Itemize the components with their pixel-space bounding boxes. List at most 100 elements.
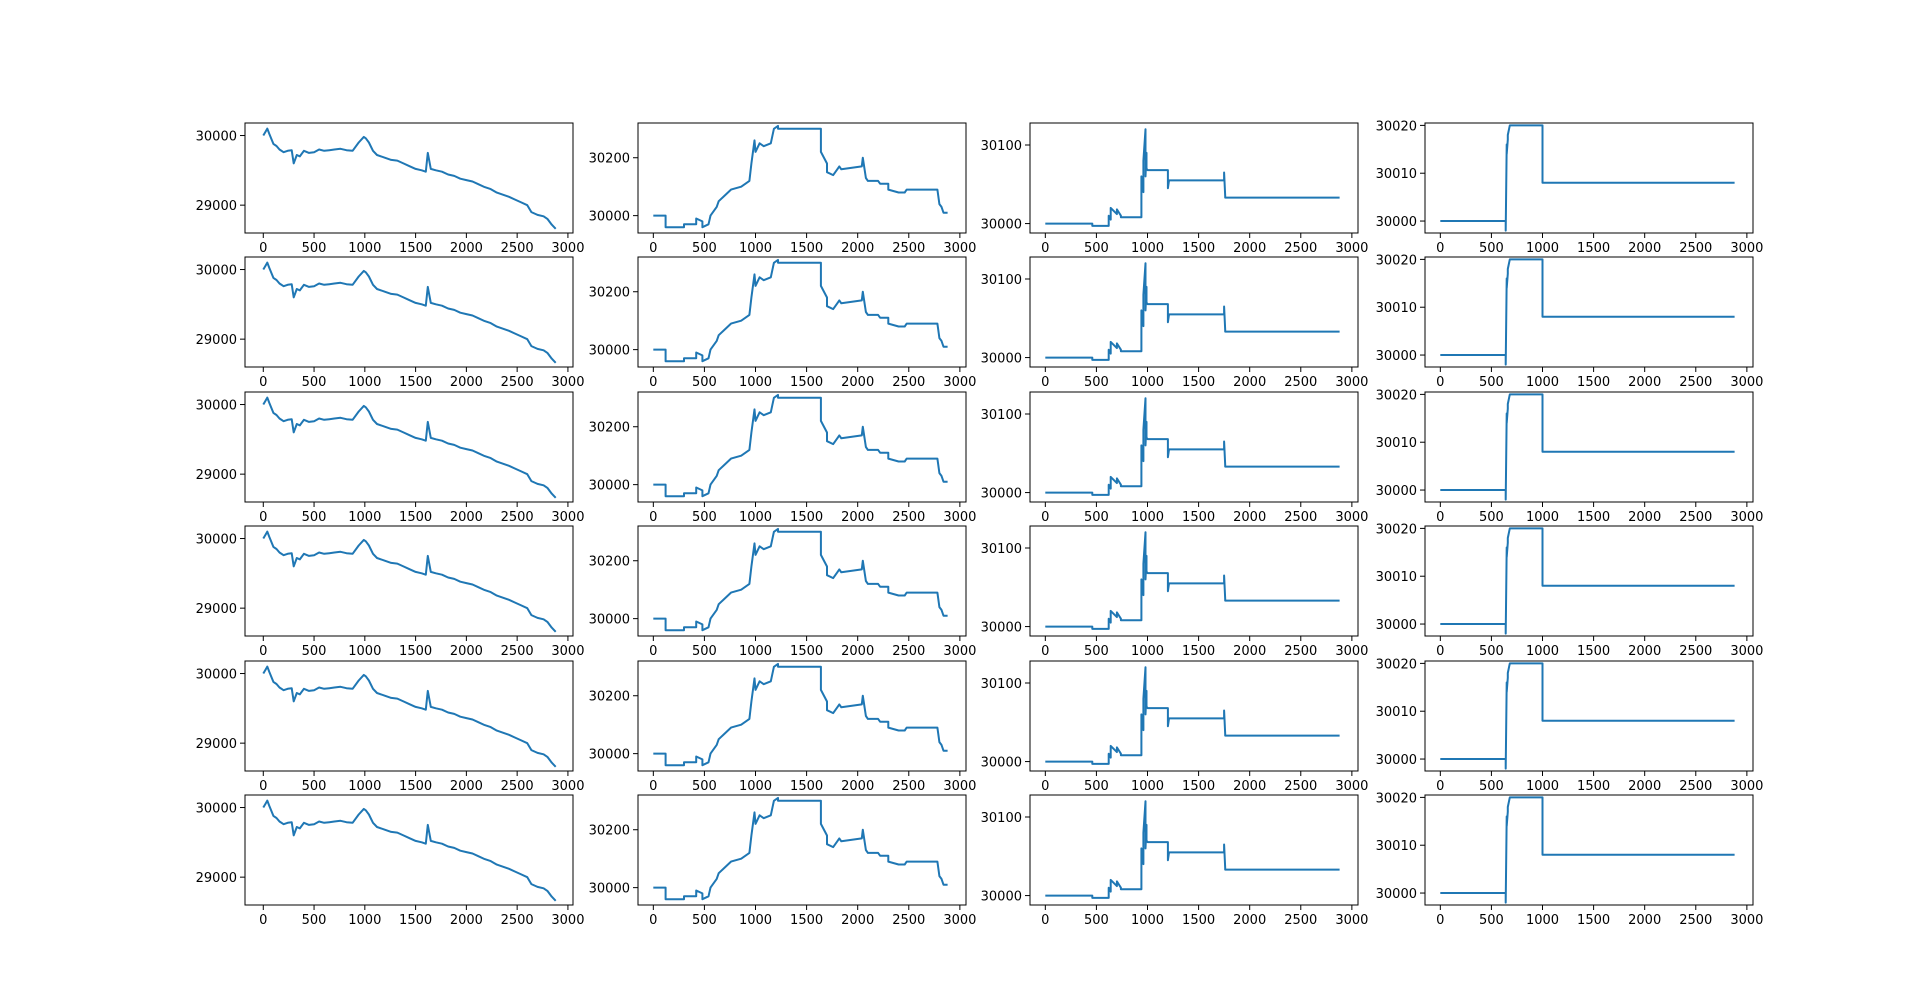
y-tick-label: 30100 [981, 273, 1022, 288]
subplot-r6-c3: 0 500 1000 1500 2000 2500 3000 30000 30100 [981, 794, 1368, 928]
x-tick-label: 1500 [399, 241, 432, 256]
series-line [1045, 666, 1340, 765]
x-tick-label: 2500 [892, 510, 925, 525]
x-tick-label: 2000 [1628, 241, 1661, 256]
x-tick-label: 1000 [739, 779, 772, 794]
x-tick-label: 0 [259, 241, 267, 256]
y-tick-label: 30000 [196, 130, 237, 145]
subplot-r2-c2: 0 500 1000 1500 2000 2500 3000 30000 30200 [589, 256, 976, 390]
y-tick-label: 30000 [589, 882, 630, 897]
subplot-r1-c3: 0 500 1000 1500 2000 2500 3000 30000 30100 [981, 122, 1368, 256]
subplot-r4-c4: 0 500 1000 1500 2000 2500 3000 30000 30010 30020 [1376, 522, 1764, 659]
x-tick-label: 3000 [1730, 779, 1763, 794]
x-tick-label: 2000 [1628, 913, 1661, 928]
x-tick-label: 3000 [1730, 375, 1763, 390]
x-tick-label: 2000 [841, 510, 874, 525]
x-tick-label: 2000 [450, 644, 483, 659]
x-tick-label: 3000 [1335, 510, 1368, 525]
x-tick-label: 0 [1041, 779, 1049, 794]
x-tick-label: 3000 [1335, 241, 1368, 256]
x-tick-label: 2000 [450, 779, 483, 794]
series-line [262, 799, 557, 902]
series-line [262, 396, 557, 499]
x-tick-label: 3000 [1335, 375, 1368, 390]
x-tick-label: 1000 [1131, 913, 1164, 928]
series-line [653, 393, 948, 498]
y-tick-label: 30020 [1376, 657, 1417, 672]
x-tick-label: 1000 [1526, 241, 1559, 256]
series-line [1045, 128, 1340, 227]
x-tick-label: 2000 [1233, 779, 1266, 794]
x-tick-label: 3000 [943, 779, 976, 794]
x-tick-label: 500 [1479, 375, 1504, 390]
subplot-r3-c4: 0 500 1000 1500 2000 2500 3000 30000 30010 30020 [1376, 388, 1764, 525]
axes-frame [1424, 391, 1754, 503]
axes-frame [244, 525, 574, 637]
y-tick-label: 30100 [981, 677, 1022, 692]
x-tick-label: 2500 [1679, 644, 1712, 659]
x-tick-label: 500 [1479, 510, 1504, 525]
subplot-r4-c1: 0 500 1000 1500 2000 2500 3000 29000 30000 [196, 525, 584, 659]
subplot-r5-c3: 0 500 1000 1500 2000 2500 3000 30000 30100 [981, 660, 1368, 794]
x-tick-label: 1000 [1131, 375, 1164, 390]
y-tick-label: 30000 [1376, 887, 1417, 902]
x-tick-label: 3000 [1730, 510, 1763, 525]
x-tick-label: 2500 [892, 644, 925, 659]
y-tick-label: 30000 [981, 487, 1022, 502]
x-tick-label: 2500 [1679, 913, 1712, 928]
y-tick-label: 30000 [1376, 215, 1417, 230]
y-tick-label: 29000 [196, 199, 237, 214]
x-tick-label: 1500 [1577, 375, 1610, 390]
subplot-r6-c4: 0 500 1000 1500 2000 2500 3000 30000 30010 30020 [1376, 791, 1764, 928]
subplot-r3-c1: 0 500 1000 1500 2000 2500 3000 29000 30000 [196, 391, 584, 525]
series-line [1045, 531, 1340, 630]
subplot-r5-c1: 0 500 1000 1500 2000 2500 3000 29000 30000 [196, 660, 584, 794]
y-tick-label: 30200 [589, 286, 630, 301]
y-tick-label: 29000 [196, 602, 237, 617]
x-tick-label: 1000 [348, 779, 381, 794]
x-tick-label: 2000 [1628, 510, 1661, 525]
x-tick-label: 3000 [551, 779, 584, 794]
x-tick-label: 1000 [739, 913, 772, 928]
axes-frame [637, 525, 967, 637]
x-tick-label: 2500 [892, 375, 925, 390]
x-tick-label: 1500 [790, 510, 823, 525]
x-tick-label: 2000 [450, 375, 483, 390]
axes-frame [1424, 660, 1754, 772]
x-tick-label: 1000 [348, 241, 381, 256]
subplot-r1-c2: 0 500 1000 1500 2000 2500 3000 30000 30200 [589, 122, 976, 256]
x-tick-label: 500 [302, 779, 327, 794]
x-tick-label: 0 [649, 913, 657, 928]
y-tick-label: 30100 [981, 408, 1022, 423]
series-line [1045, 800, 1340, 899]
x-tick-label: 1000 [739, 375, 772, 390]
x-tick-label: 500 [692, 779, 717, 794]
y-tick-label: 30000 [1376, 618, 1417, 633]
x-tick-label: 500 [692, 913, 717, 928]
x-tick-label: 500 [1479, 913, 1504, 928]
x-tick-label: 0 [1436, 510, 1444, 525]
x-tick-label: 3000 [1730, 644, 1763, 659]
axes-frame [1029, 660, 1359, 772]
x-tick-label: 500 [1084, 644, 1109, 659]
x-tick-label: 1500 [790, 241, 823, 256]
series-line [1440, 662, 1735, 770]
x-tick-label: 2000 [1233, 913, 1266, 928]
y-tick-label: 30000 [981, 890, 1022, 905]
x-tick-label: 2500 [892, 241, 925, 256]
x-tick-label: 2500 [1679, 510, 1712, 525]
y-tick-label: 30000 [196, 399, 237, 414]
y-tick-label: 30100 [981, 811, 1022, 826]
x-tick-label: 2500 [1679, 241, 1712, 256]
y-tick-label: 30000 [589, 344, 630, 359]
x-tick-label: 0 [1041, 241, 1049, 256]
axes-frame [244, 122, 574, 234]
x-tick-label: 1500 [790, 913, 823, 928]
x-tick-label: 2500 [892, 779, 925, 794]
y-tick-label: 30200 [589, 555, 630, 570]
x-tick-label: 0 [649, 779, 657, 794]
series-line [262, 127, 557, 230]
x-tick-label: 500 [1084, 241, 1109, 256]
x-tick-label: 1500 [1577, 779, 1610, 794]
